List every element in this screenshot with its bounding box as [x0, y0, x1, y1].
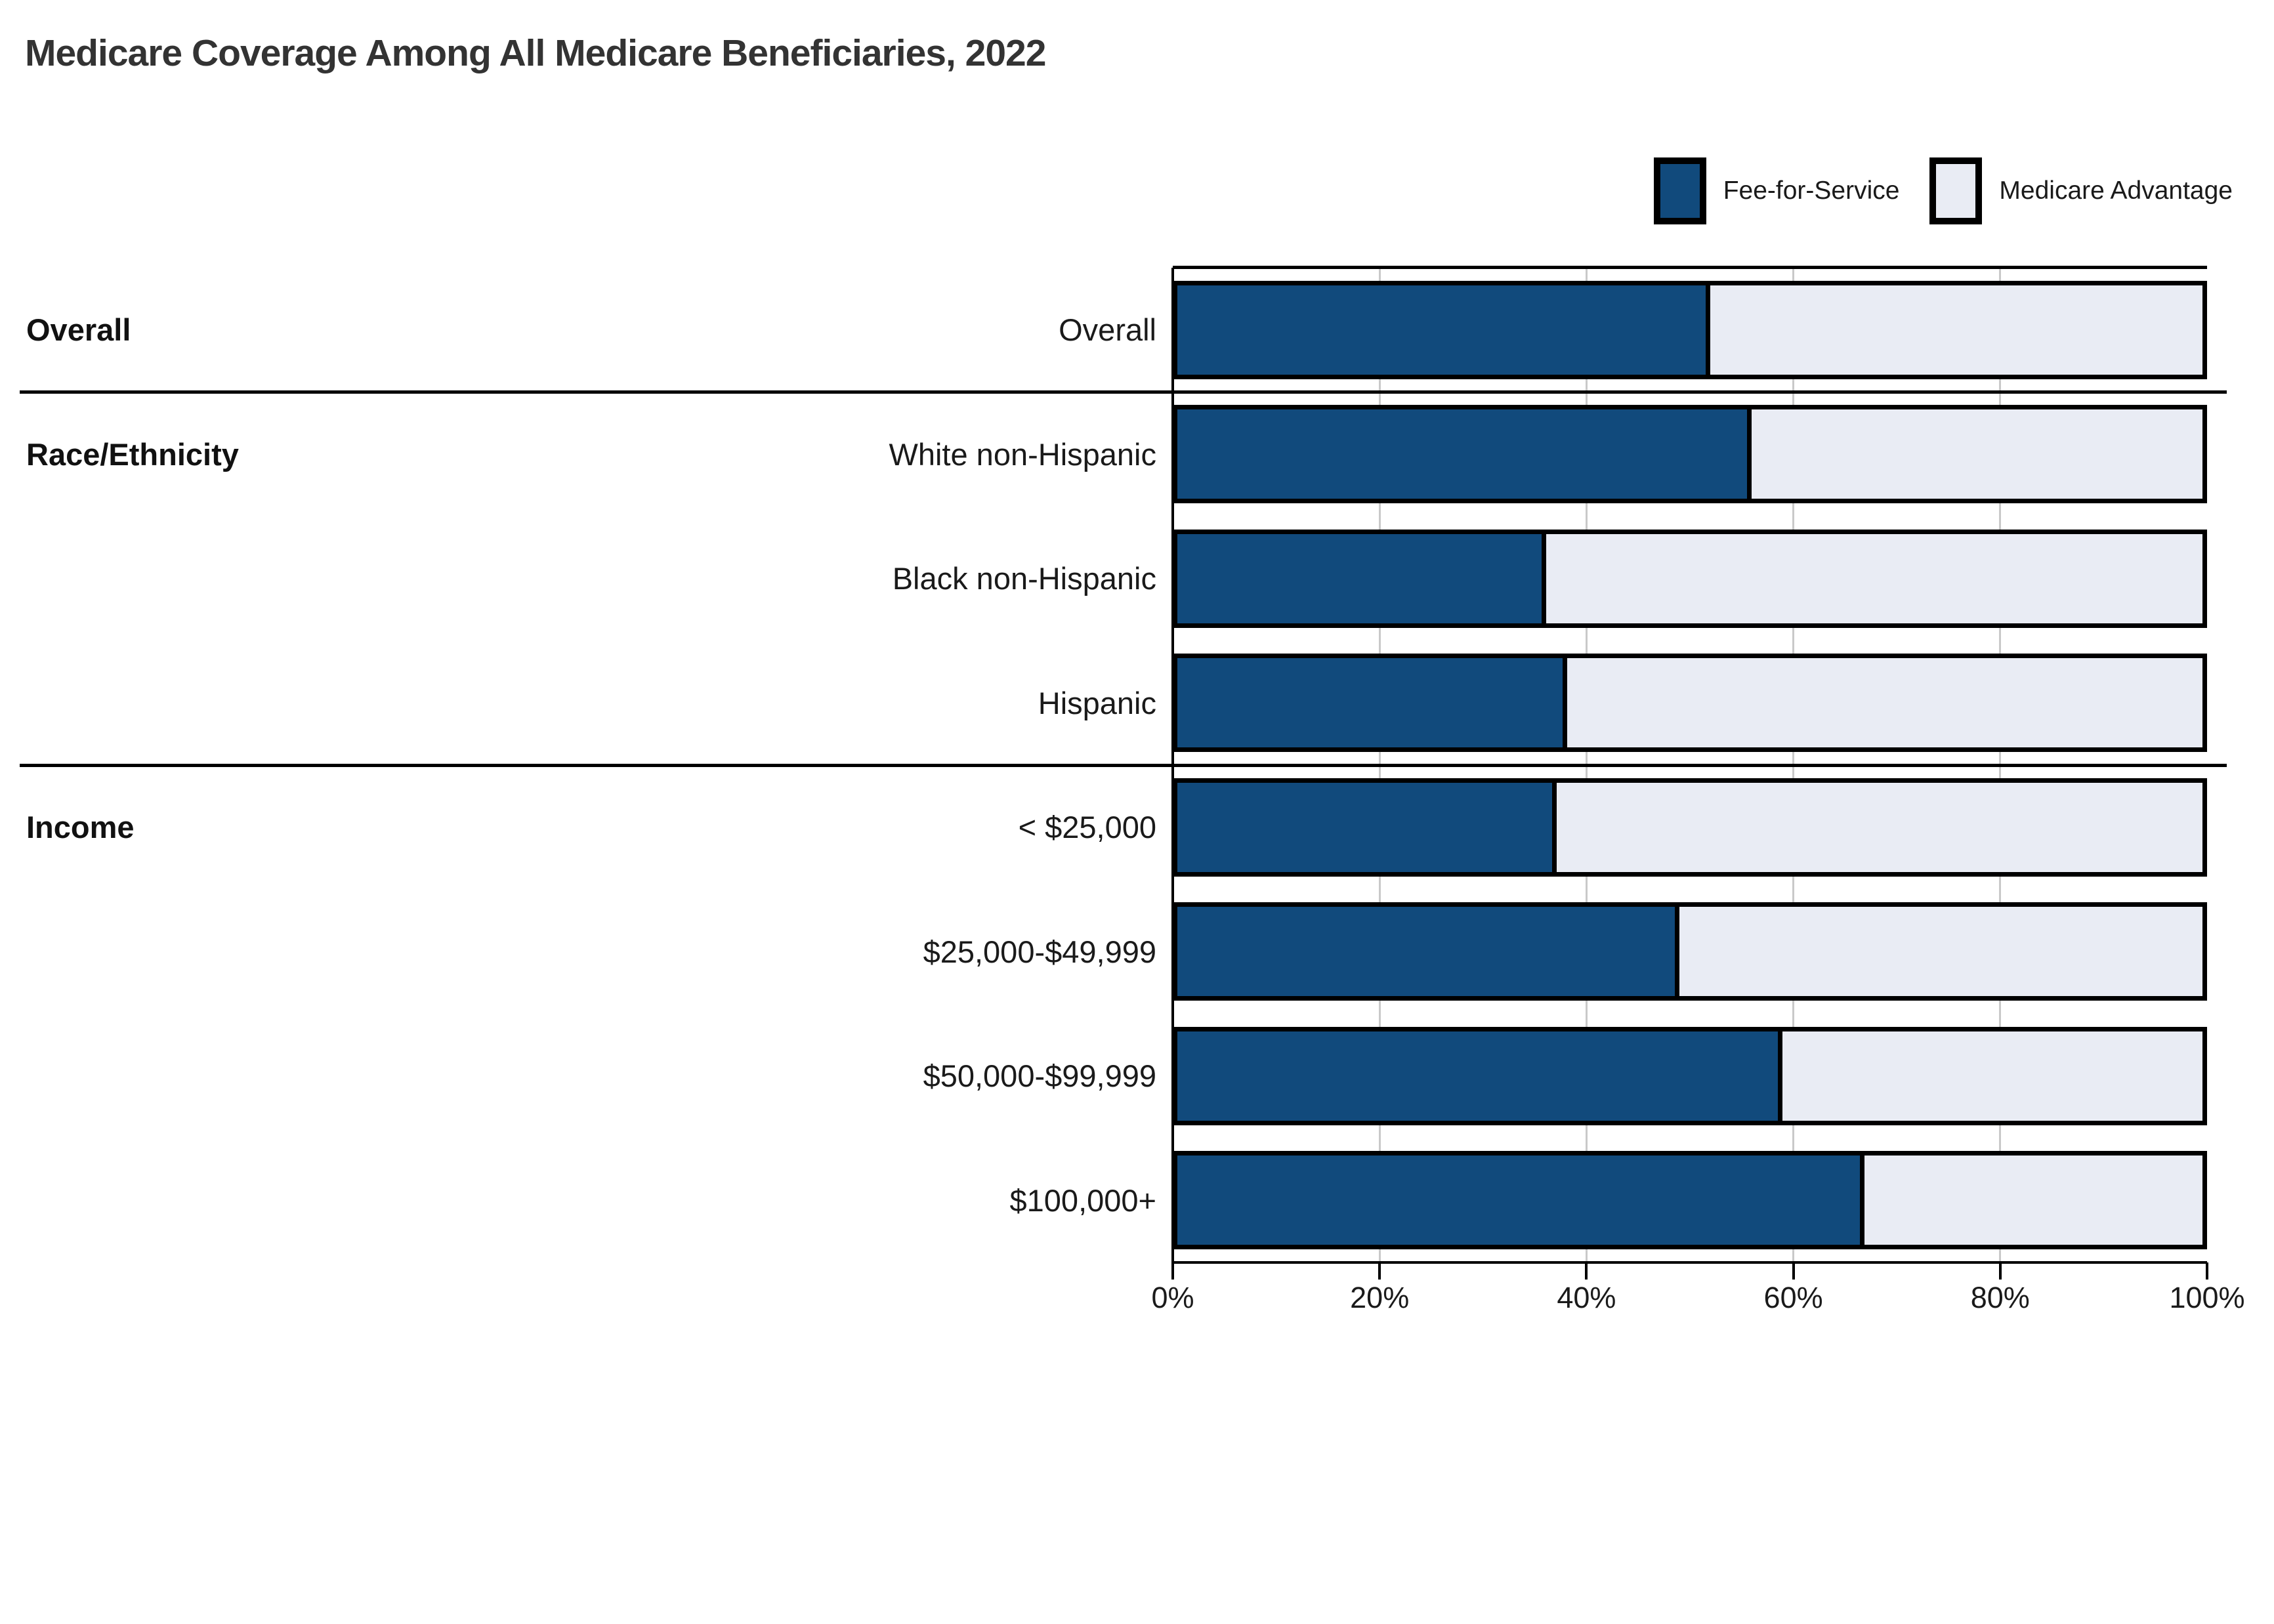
bar-segment-fee-for-service — [1177, 533, 1547, 623]
bar-segment-fee-for-service — [1177, 1156, 1864, 1245]
x-axis-tick-label: 60% — [1763, 1281, 1823, 1314]
legend-item-fee-for-service: Fee-for-Service — [1653, 157, 1900, 224]
bar-segment-fee-for-service — [1177, 1031, 1782, 1121]
row-label: White non-Hispanic — [889, 436, 1156, 472]
bar-segment-fee-for-service — [1177, 907, 1680, 997]
x-axis-tick-label: 40% — [1557, 1281, 1616, 1314]
bar-segment-fee-for-service — [1177, 658, 1567, 748]
x-axis-tick-label: 80% — [1970, 1281, 2030, 1314]
row-label: $100,000+ — [1009, 1182, 1156, 1218]
row-label: Black non-Hispanic — [892, 561, 1156, 596]
bar-segment-medicare-advantage — [1864, 1156, 2202, 1245]
group-label: Race/Ethnicity — [26, 436, 239, 472]
legend-swatch-medicare-advantage-icon — [1929, 157, 1983, 224]
group-divider — [20, 763, 2227, 767]
x-axis-tick-label: 20% — [1350, 1281, 1410, 1314]
bar-row — [1173, 654, 2207, 753]
chart-title: Medicare Coverage Among All Medicare Ben… — [25, 32, 1046, 74]
bar-segment-medicare-advantage — [1751, 409, 2202, 499]
legend-item-medicare-advantage: Medicare Advantage — [1929, 157, 2233, 224]
bar-segment-medicare-advantage — [1546, 533, 2202, 623]
x-axis-tick — [1171, 1262, 1174, 1280]
bar-segment-medicare-advantage — [1782, 1031, 2202, 1121]
legend-swatch-fee-for-service-icon — [1653, 157, 1706, 224]
group-label: Overall — [26, 312, 131, 348]
x-axis-tick-label: 100% — [2169, 1281, 2245, 1314]
plot-top-border — [1173, 266, 2207, 269]
legend-label-fee-for-service: Fee-for-Service — [1723, 177, 1900, 205]
bar-segment-fee-for-service — [1177, 782, 1557, 872]
bar-row — [1173, 405, 2207, 504]
bar-row — [1173, 778, 2207, 877]
legend-label-medicare-advantage: Medicare Advantage — [1999, 177, 2233, 205]
bar-segment-medicare-advantage — [1556, 782, 2202, 872]
x-axis-tick — [1585, 1262, 1588, 1280]
x-axis-tick — [1792, 1262, 1795, 1280]
x-axis-line — [1173, 1261, 2207, 1264]
bar-segment-fee-for-service — [1177, 285, 1711, 375]
x-axis-tick — [1378, 1262, 1381, 1280]
legend: Fee-for-Service Medicare Advantage — [1653, 157, 2233, 224]
group-label: Income — [26, 810, 135, 845]
bar-row — [1173, 902, 2207, 1001]
bar-row — [1173, 280, 2207, 379]
x-axis-tick-label: 0% — [1151, 1281, 1194, 1314]
row-label: < $25,000 — [1018, 810, 1156, 845]
bar-row — [1173, 529, 2207, 628]
row-label: $50,000-$99,999 — [923, 1058, 1156, 1094]
bar-row — [1173, 1151, 2207, 1250]
bar-segment-medicare-advantage — [1567, 658, 2202, 748]
bar-row — [1173, 1026, 2207, 1125]
row-label: Overall — [1059, 312, 1156, 348]
group-divider — [20, 390, 2227, 394]
bar-segment-fee-for-service — [1177, 409, 1752, 499]
row-label: Hispanic — [1038, 685, 1156, 720]
bar-segment-medicare-advantage — [1710, 285, 2202, 375]
row-label: $25,000-$49,999 — [923, 934, 1156, 969]
x-axis-tick — [2206, 1262, 2208, 1280]
x-axis-tick — [1998, 1262, 2002, 1280]
bar-segment-medicare-advantage — [1679, 907, 2202, 997]
